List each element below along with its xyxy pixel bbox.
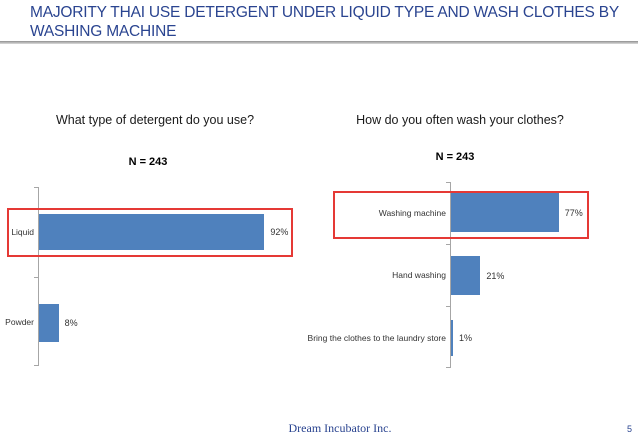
washing-question: How do you often wash your clothes? [356,113,564,127]
axis-tick [34,277,38,278]
title-divider [0,41,638,44]
page-number: 5 [626,424,632,434]
bar-hand-washing [451,256,481,295]
category-label-laundry-store: Bring the clothes to the laundry store [307,333,446,343]
axis-tick [446,306,450,307]
bar-row-hand-washing: 21% [451,256,504,295]
highlight-box-washing-machine [333,191,589,239]
slide-title: MAJORITY THAI USE DETERGENT UNDER LIQUID… [30,4,619,40]
washing-axis [450,182,451,368]
category-label-hand-washing: Hand washing [392,270,446,280]
highlight-box-liquid [7,208,293,257]
bar-powder [39,304,59,342]
bar-row-liquid: 92% [39,214,288,250]
bar-washing-machine [451,193,559,232]
axis-tick [34,187,38,188]
value-label-liquid: 92% [270,227,289,237]
detergent-question: What type of detergent do you use? [55,113,255,127]
category-label-powder: Powder [5,317,34,327]
footer-company-name: Dream Incubator Inc. [288,421,392,435]
bar-row-powder: 8% [39,304,78,342]
value-label-washing-machine: 77% [564,207,583,218]
bar-liquid [39,214,265,250]
axis-tick [446,244,450,245]
bar-row-washing-machine: 77% [451,193,583,232]
category-label-liquid: Liquid [11,227,34,237]
axis-tick [34,365,38,366]
axis-tick [446,182,450,183]
axis-tick [446,367,450,368]
bar-row-laundry-store: 1% [451,320,472,356]
category-label-washing-machine: Washing machine [378,208,446,218]
value-label-hand-washing: 21% [486,270,505,281]
bar-laundry-store [451,320,453,356]
detergent-axis [38,187,39,366]
value-label-laundry-store: 1% [459,333,473,343]
washing-sample-size: N = 243 [435,151,475,163]
detergent-sample-size: N = 243 [128,156,168,168]
value-label-powder: 8% [64,318,78,328]
